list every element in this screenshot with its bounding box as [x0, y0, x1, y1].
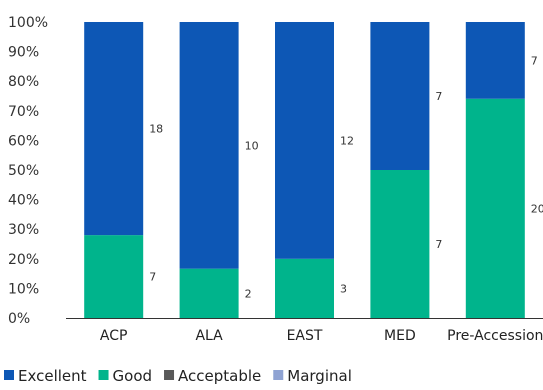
y-tick-label: 10%: [8, 281, 39, 297]
x-tick-label: ALA: [195, 328, 223, 344]
data-label: 2: [245, 287, 252, 300]
y-tick-label: 70%: [8, 104, 39, 120]
data-label: 18: [149, 123, 163, 136]
legend-label-excellent: Excellent: [18, 367, 87, 385]
bar-excellent-east: [275, 22, 334, 259]
legend-label-good: Good: [113, 367, 153, 385]
bar-good-acp: [84, 235, 144, 318]
y-tick-label: 40%: [8, 193, 39, 209]
data-label: 7: [531, 54, 538, 67]
y-tick-label: 30%: [8, 222, 39, 238]
x-tick-label: MED: [384, 328, 416, 344]
bar-excellent-med: [370, 22, 430, 170]
legend-swatch-marginal: [273, 370, 284, 380]
legend-label-acceptable: Acceptable: [178, 367, 261, 385]
legend-swatch-acceptable: [164, 370, 175, 380]
data-label: 7: [435, 90, 442, 103]
y-tick-label: 80%: [8, 74, 39, 90]
bar-excellent-pre-accession: [465, 22, 525, 99]
x-tick-label: ACP: [100, 328, 128, 344]
data-label: 7: [435, 238, 442, 251]
bar-good-med: [370, 170, 430, 318]
x-tick-label: EAST: [287, 328, 323, 344]
data-label: 10: [245, 139, 259, 152]
bar-good-pre-accession: [465, 98, 525, 318]
data-label: 12: [340, 134, 354, 147]
y-tick-label: 90%: [8, 45, 39, 61]
data-label: 7: [149, 271, 156, 284]
y-tick-label: 60%: [8, 133, 39, 149]
bar-excellent-ala: [179, 22, 239, 269]
legend-swatch-good: [98, 370, 109, 380]
bar-excellent-acp: [84, 22, 144, 236]
bar-good-ala: [179, 268, 239, 318]
y-tick-label: 50%: [8, 163, 39, 179]
data-label: 20: [531, 202, 543, 215]
legend-swatch-excellent: [4, 370, 14, 380]
legend-label-marginal: Marginal: [287, 367, 352, 385]
y-tick-label: 0%: [8, 311, 30, 327]
data-label: 3: [340, 282, 347, 295]
y-tick-label: 20%: [8, 252, 39, 268]
bar-good-east: [275, 258, 334, 318]
y-tick-label: 100%: [8, 15, 48, 31]
x-tick-label: Pre-Accession: [447, 328, 543, 344]
